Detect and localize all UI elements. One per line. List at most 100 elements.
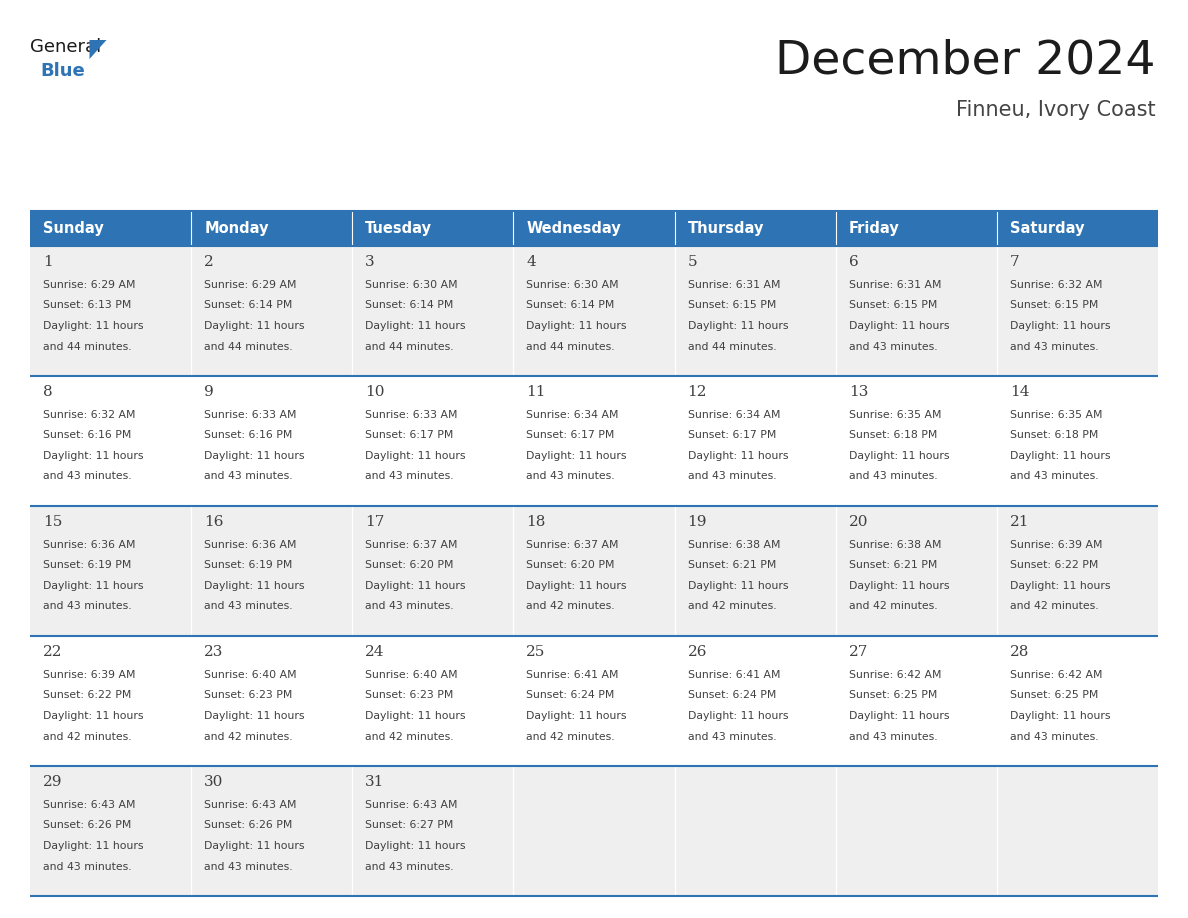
Text: Daylight: 11 hours: Daylight: 11 hours — [688, 321, 788, 331]
Bar — [513, 766, 675, 896]
Bar — [30, 636, 191, 766]
Text: Daylight: 11 hours: Daylight: 11 hours — [848, 451, 949, 461]
Text: Sunset: 6:18 PM: Sunset: 6:18 PM — [1010, 431, 1098, 441]
Text: Sunrise: 6:35 AM: Sunrise: 6:35 AM — [1010, 410, 1102, 420]
Text: Daylight: 11 hours: Daylight: 11 hours — [204, 711, 304, 721]
Bar — [997, 246, 1158, 376]
Text: 20: 20 — [848, 515, 868, 529]
Text: Daylight: 11 hours: Daylight: 11 hours — [365, 321, 466, 331]
Text: 24: 24 — [365, 645, 385, 659]
Text: Sunrise: 6:31 AM: Sunrise: 6:31 AM — [848, 280, 941, 290]
Bar — [675, 636, 835, 766]
Text: and 43 minutes.: and 43 minutes. — [848, 472, 937, 482]
Text: Daylight: 11 hours: Daylight: 11 hours — [43, 451, 144, 461]
Text: Sunrise: 6:36 AM: Sunrise: 6:36 AM — [204, 540, 297, 550]
Text: 5: 5 — [688, 255, 697, 269]
Text: 26: 26 — [688, 645, 707, 659]
Text: 3: 3 — [365, 255, 375, 269]
Text: 8: 8 — [43, 385, 52, 399]
Bar — [353, 506, 513, 636]
Bar — [191, 636, 353, 766]
Text: Daylight: 11 hours: Daylight: 11 hours — [526, 321, 627, 331]
Text: Daylight: 11 hours: Daylight: 11 hours — [204, 581, 304, 591]
Bar — [191, 376, 353, 506]
Text: 6: 6 — [848, 255, 859, 269]
Text: Sunset: 6:14 PM: Sunset: 6:14 PM — [526, 300, 615, 310]
Text: Sunrise: 6:30 AM: Sunrise: 6:30 AM — [526, 280, 619, 290]
Text: Sunrise: 6:36 AM: Sunrise: 6:36 AM — [43, 540, 135, 550]
Text: Sunrise: 6:31 AM: Sunrise: 6:31 AM — [688, 280, 781, 290]
Text: Sunset: 6:17 PM: Sunset: 6:17 PM — [365, 431, 454, 441]
Text: Sunset: 6:25 PM: Sunset: 6:25 PM — [848, 690, 937, 700]
Text: and 43 minutes.: and 43 minutes. — [848, 732, 937, 742]
Bar — [353, 246, 513, 376]
Text: Sunrise: 6:33 AM: Sunrise: 6:33 AM — [204, 410, 297, 420]
Text: Sunrise: 6:39 AM: Sunrise: 6:39 AM — [1010, 540, 1102, 550]
Text: and 43 minutes.: and 43 minutes. — [204, 472, 292, 482]
Text: Daylight: 11 hours: Daylight: 11 hours — [1010, 321, 1111, 331]
Text: and 42 minutes.: and 42 minutes. — [204, 732, 292, 742]
Text: and 43 minutes.: and 43 minutes. — [1010, 472, 1099, 482]
Text: Sunrise: 6:42 AM: Sunrise: 6:42 AM — [848, 670, 941, 680]
Bar — [513, 246, 675, 376]
Bar — [675, 506, 835, 636]
Text: Sunset: 6:23 PM: Sunset: 6:23 PM — [204, 690, 292, 700]
Text: Sunrise: 6:38 AM: Sunrise: 6:38 AM — [848, 540, 941, 550]
Text: Sunrise: 6:37 AM: Sunrise: 6:37 AM — [526, 540, 619, 550]
Text: 28: 28 — [1010, 645, 1029, 659]
Bar — [191, 246, 353, 376]
Text: Daylight: 11 hours: Daylight: 11 hours — [365, 451, 466, 461]
Polygon shape — [89, 40, 107, 59]
Text: Daylight: 11 hours: Daylight: 11 hours — [688, 711, 788, 721]
Text: 23: 23 — [204, 645, 223, 659]
Text: Sunrise: 6:43 AM: Sunrise: 6:43 AM — [204, 800, 297, 810]
Text: Sunset: 6:21 PM: Sunset: 6:21 PM — [848, 561, 937, 570]
Text: and 43 minutes.: and 43 minutes. — [43, 601, 132, 611]
Text: Sunset: 6:20 PM: Sunset: 6:20 PM — [526, 561, 615, 570]
Text: Sunset: 6:19 PM: Sunset: 6:19 PM — [204, 561, 292, 570]
Text: December 2024: December 2024 — [776, 38, 1156, 83]
Text: Sunrise: 6:35 AM: Sunrise: 6:35 AM — [848, 410, 941, 420]
Text: Sunrise: 6:38 AM: Sunrise: 6:38 AM — [688, 540, 781, 550]
Text: Sunrise: 6:39 AM: Sunrise: 6:39 AM — [43, 670, 135, 680]
Text: Daylight: 11 hours: Daylight: 11 hours — [204, 841, 304, 851]
Text: Sunrise: 6:40 AM: Sunrise: 6:40 AM — [204, 670, 297, 680]
Text: Sunset: 6:22 PM: Sunset: 6:22 PM — [43, 690, 132, 700]
Text: Sunset: 6:14 PM: Sunset: 6:14 PM — [204, 300, 292, 310]
Text: and 43 minutes.: and 43 minutes. — [43, 472, 132, 482]
Bar — [30, 246, 191, 376]
Text: and 43 minutes.: and 43 minutes. — [848, 341, 937, 352]
Text: Sunset: 6:14 PM: Sunset: 6:14 PM — [365, 300, 454, 310]
Text: 4: 4 — [526, 255, 536, 269]
Bar — [997, 376, 1158, 506]
Bar — [835, 506, 997, 636]
Text: Sunset: 6:23 PM: Sunset: 6:23 PM — [365, 690, 454, 700]
Text: Daylight: 11 hours: Daylight: 11 hours — [204, 321, 304, 331]
Text: and 42 minutes.: and 42 minutes. — [526, 601, 615, 611]
Bar — [675, 246, 835, 376]
Text: 25: 25 — [526, 645, 545, 659]
Text: and 42 minutes.: and 42 minutes. — [1010, 601, 1099, 611]
Bar — [353, 210, 513, 246]
Text: Sunrise: 6:34 AM: Sunrise: 6:34 AM — [688, 410, 781, 420]
Text: and 43 minutes.: and 43 minutes. — [204, 601, 292, 611]
Text: Sunrise: 6:30 AM: Sunrise: 6:30 AM — [365, 280, 457, 290]
Text: Sunset: 6:17 PM: Sunset: 6:17 PM — [526, 431, 615, 441]
Text: Sunset: 6:26 PM: Sunset: 6:26 PM — [43, 821, 132, 831]
Text: and 42 minutes.: and 42 minutes. — [526, 732, 615, 742]
Text: Daylight: 11 hours: Daylight: 11 hours — [526, 711, 627, 721]
Text: Daylight: 11 hours: Daylight: 11 hours — [848, 581, 949, 591]
Bar — [353, 766, 513, 896]
Text: and 43 minutes.: and 43 minutes. — [688, 472, 776, 482]
Text: and 42 minutes.: and 42 minutes. — [848, 601, 937, 611]
Text: Sunset: 6:15 PM: Sunset: 6:15 PM — [688, 300, 776, 310]
Text: 11: 11 — [526, 385, 546, 399]
Text: and 42 minutes.: and 42 minutes. — [688, 601, 776, 611]
Text: General: General — [30, 38, 101, 56]
Text: Daylight: 11 hours: Daylight: 11 hours — [688, 581, 788, 591]
Bar — [30, 376, 191, 506]
Text: and 43 minutes.: and 43 minutes. — [1010, 732, 1099, 742]
Text: Sunrise: 6:40 AM: Sunrise: 6:40 AM — [365, 670, 457, 680]
Text: 9: 9 — [204, 385, 214, 399]
Text: Sunrise: 6:32 AM: Sunrise: 6:32 AM — [43, 410, 135, 420]
